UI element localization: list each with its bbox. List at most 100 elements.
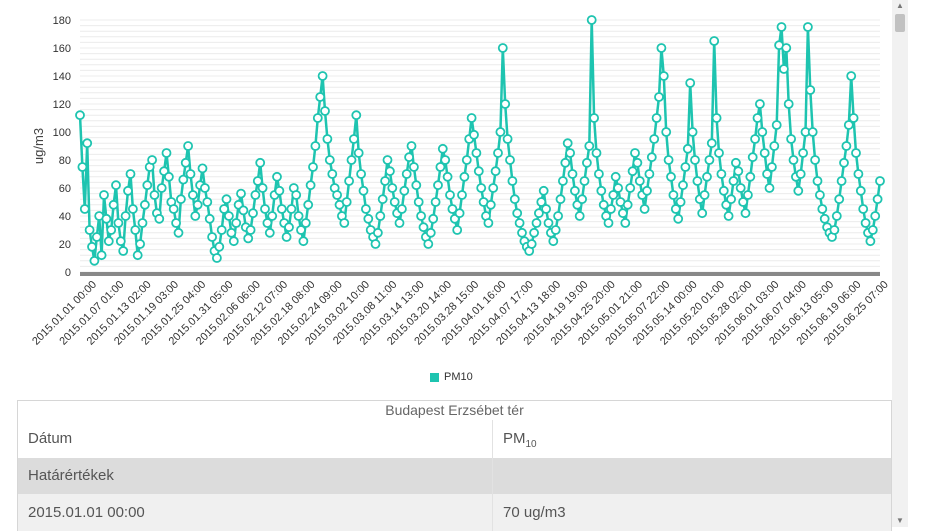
data-point	[738, 197, 748, 207]
data-point	[132, 250, 143, 261]
data-point	[743, 190, 753, 200]
data-point	[682, 143, 693, 154]
data-point	[204, 213, 215, 224]
data-point	[118, 246, 129, 256]
data-point	[606, 204, 616, 214]
data-point	[752, 113, 763, 123]
data-point	[284, 222, 294, 233]
data-point	[558, 176, 568, 186]
data-point	[759, 148, 770, 158]
data-point	[437, 143, 448, 154]
data-point	[320, 106, 330, 116]
data-point	[567, 169, 578, 179]
data-point	[252, 176, 263, 186]
chart-legend[interactable]: PM10	[430, 371, 473, 383]
data-point	[747, 152, 758, 163]
y-tick-label: 160	[53, 43, 71, 55]
data-point	[469, 129, 479, 140]
data-point	[250, 190, 261, 200]
data-point	[565, 148, 575, 158]
data-point	[127, 204, 138, 214]
data-point	[274, 185, 285, 196]
data-point	[408, 162, 419, 172]
data-point	[291, 190, 302, 200]
data-point	[634, 176, 645, 186]
data-point	[476, 183, 487, 193]
data-point	[457, 190, 467, 200]
data-point	[228, 236, 239, 247]
data-point	[267, 211, 278, 221]
data-point	[125, 169, 136, 179]
data-point	[526, 239, 537, 249]
data-point	[173, 227, 184, 238]
vertical-scrollbar[interactable]: ▲ ▼	[892, 0, 908, 527]
data-point	[113, 218, 124, 228]
scroll-up-icon[interactable]: ▲	[896, 1, 904, 10]
data-point	[716, 169, 727, 179]
data-point	[272, 171, 282, 182]
data-point	[154, 213, 165, 224]
data-point	[853, 169, 864, 179]
data-point	[764, 183, 775, 193]
data-point	[726, 194, 736, 205]
data-point	[598, 199, 609, 210]
data-point	[706, 138, 717, 149]
y-tick-label: 140	[53, 71, 71, 83]
data-point	[740, 208, 751, 219]
data-point	[514, 218, 525, 228]
data-point	[346, 155, 357, 165]
data-point	[91, 232, 102, 242]
data-point	[147, 155, 158, 165]
data-point	[466, 113, 477, 123]
data-point	[84, 225, 95, 235]
data-point	[238, 205, 249, 216]
pm10-column-header: PM10	[493, 420, 891, 458]
data-point	[649, 134, 660, 144]
data-point	[190, 211, 201, 221]
data-point	[507, 176, 518, 186]
data-point	[750, 134, 760, 144]
y-tick-label: 180	[53, 15, 71, 27]
data-point	[553, 211, 563, 221]
data-point	[317, 71, 328, 81]
limit-values-cell	[493, 458, 891, 494]
data-point	[348, 134, 359, 144]
data-point	[654, 92, 664, 102]
legend-label: PM10	[444, 371, 473, 383]
data-point	[536, 197, 547, 207]
data-point	[483, 218, 494, 228]
data-point	[651, 113, 662, 123]
data-point	[500, 99, 511, 109]
data-point	[139, 199, 150, 210]
data-point	[819, 213, 830, 224]
date-column-header: Dátum	[18, 420, 493, 458]
data-point	[733, 166, 744, 177]
data-point	[226, 227, 237, 238]
scroll-down-icon[interactable]: ▼	[896, 516, 904, 525]
data-point	[685, 78, 696, 88]
data-point	[281, 232, 292, 242]
data-point	[538, 185, 549, 196]
data-point	[497, 43, 508, 53]
data-point	[555, 194, 566, 205]
data-point	[171, 218, 182, 228]
data-point	[490, 166, 501, 177]
data-point	[627, 166, 638, 177]
data-point	[803, 22, 813, 32]
data-point	[836, 176, 847, 186]
scroll-thumb[interactable]	[895, 14, 905, 32]
data-point	[673, 213, 684, 224]
data-point	[149, 190, 160, 200]
data-point	[440, 155, 451, 165]
data-point	[425, 227, 436, 238]
data-point	[156, 183, 167, 193]
data-point	[870, 211, 881, 221]
data-point	[529, 227, 539, 238]
data-point	[613, 183, 623, 193]
data-point	[351, 110, 362, 121]
data-point	[841, 141, 852, 151]
data-point	[711, 113, 722, 123]
data-point	[584, 141, 595, 151]
data-point	[560, 157, 571, 168]
data-point	[87, 241, 97, 252]
